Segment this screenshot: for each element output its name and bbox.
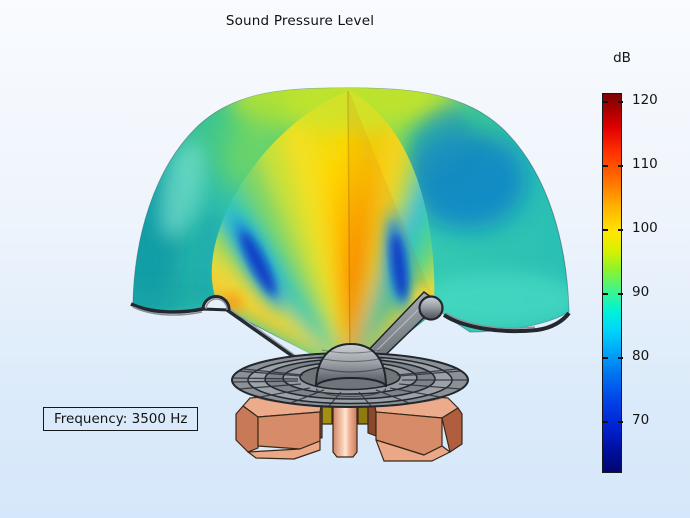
colorbar-tick-label: 110 xyxy=(632,156,658,172)
speaker-driver xyxy=(231,342,469,462)
colorbar-tick-label: 70 xyxy=(632,412,650,428)
right-null xyxy=(382,210,413,314)
rim-notch-right-cap xyxy=(418,295,444,321)
cone-wreath xyxy=(231,352,469,408)
frequency-annotation-box: Frequency: 3500 Hz xyxy=(43,407,199,431)
frequency-annotation-label: Frequency: 3500 Hz xyxy=(54,411,188,427)
colorbar-tick-label: 120 xyxy=(632,92,658,108)
colorbar xyxy=(602,93,623,473)
colorbar-tick-label: 80 xyxy=(632,348,650,364)
colorbar-tick-label: 90 xyxy=(632,284,650,300)
dust-cap xyxy=(315,342,387,397)
rim-notch-left xyxy=(201,295,231,312)
colorbar-tick-label: 100 xyxy=(632,220,658,236)
plot-title: Sound Pressure Level xyxy=(225,13,375,29)
colorbar-unit-label: dB xyxy=(613,50,631,66)
left-null xyxy=(227,210,287,312)
